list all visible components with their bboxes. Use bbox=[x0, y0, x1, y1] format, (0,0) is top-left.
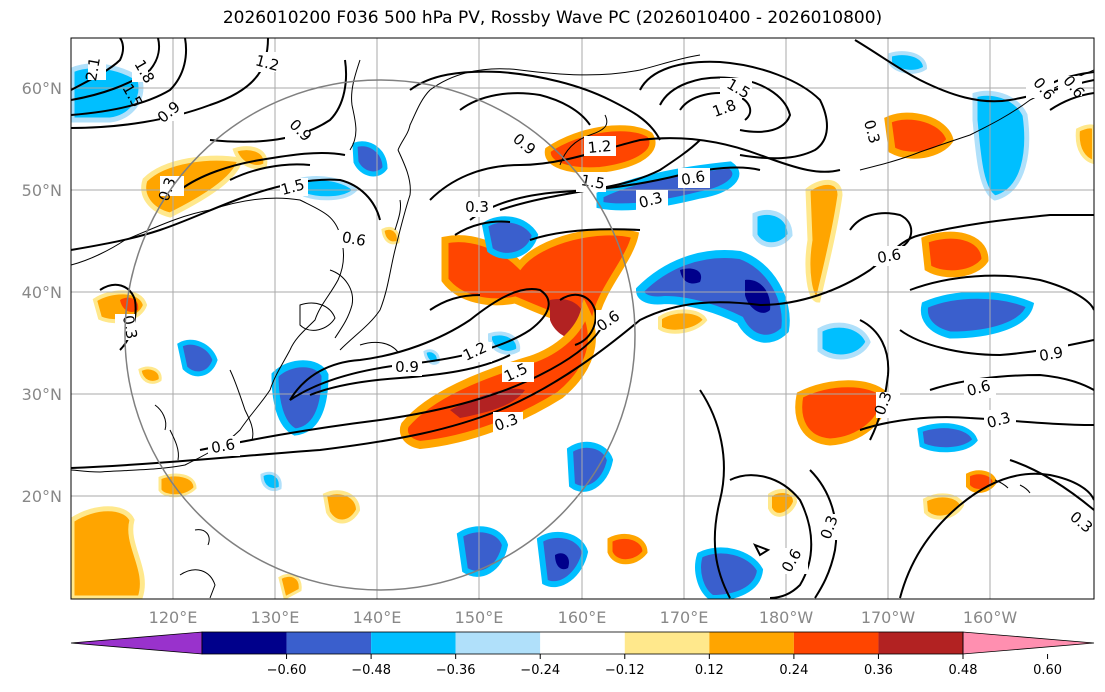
colorbar-tick-label: 0.24 bbox=[779, 663, 808, 678]
colorbar-segment bbox=[793, 632, 879, 654]
lon-label: 180°W bbox=[759, 608, 814, 627]
latitude-labels: 60°N 50°N 40°N 30°N 20°N bbox=[22, 79, 62, 506]
contour-label: 0.3 bbox=[985, 408, 1013, 432]
colorbar: −0.60 −0.48 −0.36 −0.24 −0.12 0.12 0.24 0.36 0.4… bbox=[70, 631, 1095, 678]
colorbar-tick-label: 0.60 bbox=[1033, 663, 1062, 678]
colorbar-segment bbox=[455, 632, 541, 654]
lon-label: 160°E bbox=[558, 608, 607, 627]
positive-anomalies bbox=[71, 112, 1094, 599]
contour-label: 0.3 bbox=[860, 118, 884, 146]
lat-label: 30°N bbox=[22, 385, 62, 404]
contour-label: 0.6 bbox=[680, 167, 707, 189]
contour-label: 0.9 bbox=[395, 358, 419, 376]
colorbar-tick-label: 0.36 bbox=[864, 663, 893, 678]
contour-label: 1.5 bbox=[580, 171, 607, 193]
lat-label: 40°N bbox=[22, 283, 62, 302]
colorbar-tick-label: 0.48 bbox=[949, 663, 978, 678]
contour-label: 0.6 bbox=[876, 245, 903, 267]
colorbar-outline bbox=[201, 631, 964, 655]
contour-label: 0.9 bbox=[1038, 343, 1065, 365]
colorbar-segment bbox=[878, 632, 963, 654]
lon-label: 120°E bbox=[149, 608, 198, 627]
contour-label: 0.6 bbox=[210, 435, 237, 457]
colorbar-extend-low bbox=[70, 631, 203, 655]
colorbar-segment bbox=[202, 632, 287, 654]
colorbar-segment bbox=[624, 632, 710, 654]
colorbar-extend-high bbox=[962, 631, 1095, 655]
colorbar-ticks: −0.60 −0.48 −0.36 −0.24 −0.12 0.12 0.24 0.36 0.4… bbox=[267, 654, 1062, 678]
colorbar-segments bbox=[70, 631, 1095, 655]
contour-label: 1.2 bbox=[253, 51, 281, 75]
contour-label: 0.6 bbox=[965, 376, 993, 400]
colorbar-segment bbox=[371, 632, 456, 654]
map-frame bbox=[70, 37, 1095, 600]
colorbar-tick-label: −0.48 bbox=[351, 663, 391, 678]
colorbar-segment bbox=[709, 632, 794, 654]
lon-label: 170°E bbox=[660, 608, 709, 627]
lon-label: 130°E bbox=[251, 608, 300, 627]
lat-label: 60°N bbox=[22, 79, 62, 98]
colorbar-tick-label: −0.60 bbox=[267, 663, 307, 678]
contour-label: 0.6 bbox=[341, 228, 368, 250]
contour-label: 1.5 bbox=[279, 175, 307, 199]
colorbar-segment bbox=[286, 632, 372, 654]
pv-contours bbox=[71, 38, 1094, 599]
colorbar-tick-label: 0.12 bbox=[695, 663, 724, 678]
contour-label: 2.1 bbox=[82, 56, 104, 83]
longitude-labels: 120°E 130°E 140°E 150°E 160°E 170°E 180°… bbox=[149, 608, 1018, 627]
colorbar-tick-label: −0.24 bbox=[520, 663, 560, 678]
map-content: 2.1 1.8 1.5 0.9 1.2 0.9 0.3 1.5 0.6 0.3 … bbox=[71, 38, 1094, 599]
lat-label: 20°N bbox=[22, 487, 62, 506]
map-title: 2026010200 F036 500 hPa PV, Rossby Wave … bbox=[222, 8, 883, 28]
colorbar-segment bbox=[540, 632, 625, 654]
colorbar-tick-label: −0.36 bbox=[436, 663, 476, 678]
contour-label: 0.3 bbox=[637, 188, 665, 212]
focus-circle bbox=[124, 79, 636, 591]
lon-label: 150°E bbox=[455, 608, 504, 627]
colorbar-tick-label: −0.12 bbox=[605, 663, 645, 678]
lon-label: 170°W bbox=[861, 608, 916, 627]
lon-label: 160°W bbox=[963, 608, 1018, 627]
contour-label: 1.2 bbox=[587, 137, 612, 157]
contour-label: 0.3 bbox=[465, 198, 489, 216]
lat-label: 50°N bbox=[22, 181, 62, 200]
lon-label: 140°E bbox=[353, 608, 402, 627]
